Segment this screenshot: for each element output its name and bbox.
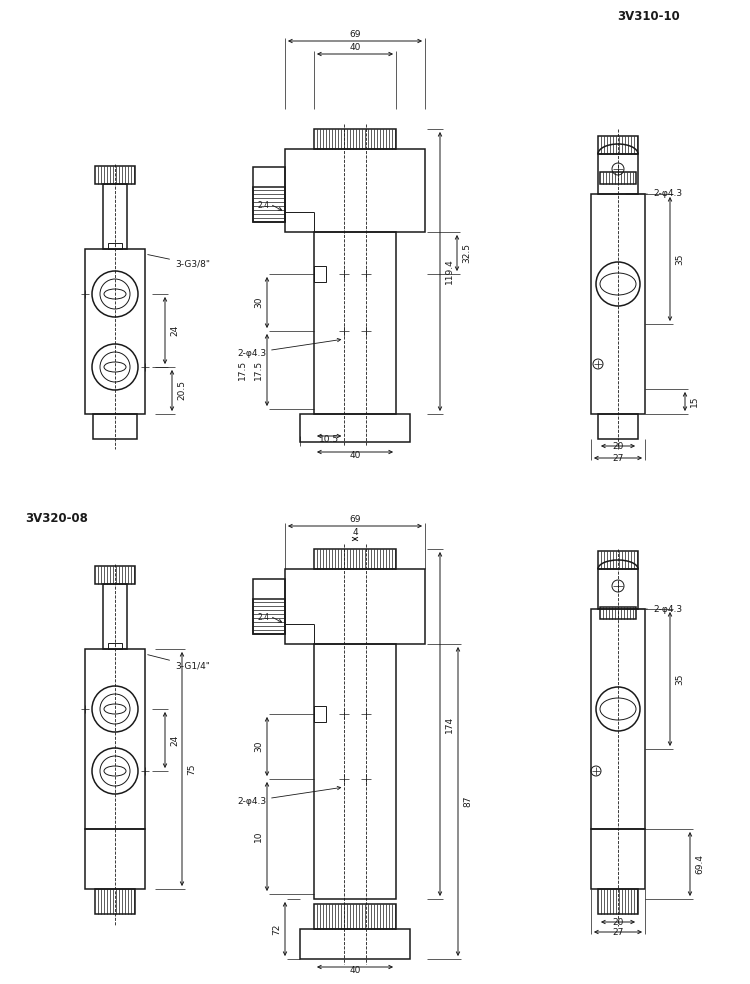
- Bar: [314, 549, 396, 569]
- Text: 40: 40: [350, 451, 361, 460]
- Bar: [314, 129, 396, 149]
- Bar: [285, 569, 425, 644]
- Bar: [598, 551, 638, 569]
- Text: 4: 4: [352, 528, 358, 537]
- Text: 2-φ4.3: 2-φ4.3: [237, 786, 340, 806]
- Bar: [103, 184, 127, 249]
- Text: 174: 174: [445, 715, 454, 732]
- Text: 69.4: 69.4: [695, 854, 704, 874]
- Text: 3-G3/8": 3-G3/8": [148, 255, 210, 269]
- Text: 32.5: 32.5: [462, 243, 471, 263]
- Text: 69: 69: [350, 30, 361, 39]
- Text: 40: 40: [350, 966, 361, 975]
- Bar: [93, 414, 137, 439]
- Text: 20.5: 20.5: [177, 381, 186, 400]
- Bar: [95, 566, 135, 584]
- Bar: [300, 414, 410, 442]
- Text: 10.5: 10.5: [319, 435, 339, 444]
- Text: 69: 69: [350, 515, 361, 524]
- Text: 3V310-10: 3V310-10: [617, 10, 680, 23]
- Text: 2.4: 2.4: [257, 613, 269, 622]
- Bar: [314, 266, 326, 282]
- Text: 35: 35: [675, 673, 684, 685]
- Bar: [314, 706, 326, 722]
- Bar: [598, 414, 638, 439]
- Text: 2-φ4.3: 2-φ4.3: [237, 338, 340, 357]
- Bar: [300, 929, 410, 959]
- Bar: [108, 643, 122, 649]
- Text: 20: 20: [612, 442, 624, 451]
- Bar: [598, 136, 638, 154]
- Text: 40: 40: [350, 43, 361, 52]
- Bar: [253, 187, 285, 222]
- Bar: [600, 172, 636, 184]
- Text: 2-φ4.3: 2-φ4.3: [626, 190, 682, 199]
- Bar: [253, 167, 285, 222]
- Bar: [85, 249, 145, 414]
- Text: 2.4: 2.4: [257, 201, 269, 210]
- Text: 119.4: 119.4: [445, 259, 454, 284]
- Bar: [285, 149, 425, 232]
- Bar: [108, 243, 122, 249]
- Text: 30: 30: [254, 741, 263, 752]
- Text: 27: 27: [612, 928, 624, 937]
- Bar: [95, 166, 135, 184]
- Text: 27: 27: [612, 454, 624, 463]
- Bar: [591, 609, 645, 829]
- Text: 30: 30: [254, 297, 263, 308]
- Text: 3-G1/4": 3-G1/4": [148, 654, 210, 670]
- Bar: [591, 829, 645, 889]
- Bar: [600, 607, 636, 619]
- Text: 72: 72: [272, 923, 281, 935]
- Bar: [314, 232, 396, 414]
- Text: 17.5: 17.5: [238, 360, 247, 380]
- Text: 24: 24: [170, 734, 179, 746]
- Text: 3V320-08: 3V320-08: [25, 512, 88, 525]
- Text: 15: 15: [690, 396, 699, 407]
- Bar: [103, 584, 127, 649]
- Bar: [85, 649, 145, 829]
- Text: 10: 10: [254, 830, 263, 842]
- Bar: [95, 889, 135, 914]
- Bar: [314, 904, 396, 929]
- Text: 17.5: 17.5: [254, 360, 263, 380]
- Bar: [598, 889, 638, 914]
- Text: 75: 75: [187, 764, 196, 774]
- Text: 87: 87: [463, 796, 472, 807]
- Text: 20: 20: [612, 918, 624, 927]
- Text: 35: 35: [675, 253, 684, 265]
- Bar: [253, 579, 285, 634]
- Bar: [253, 599, 285, 634]
- Bar: [314, 644, 396, 899]
- Text: 24: 24: [170, 325, 179, 337]
- Bar: [598, 569, 638, 609]
- Bar: [85, 829, 145, 889]
- Text: 2-φ4.3: 2-φ4.3: [626, 604, 682, 613]
- Bar: [598, 154, 638, 194]
- Bar: [591, 194, 645, 414]
